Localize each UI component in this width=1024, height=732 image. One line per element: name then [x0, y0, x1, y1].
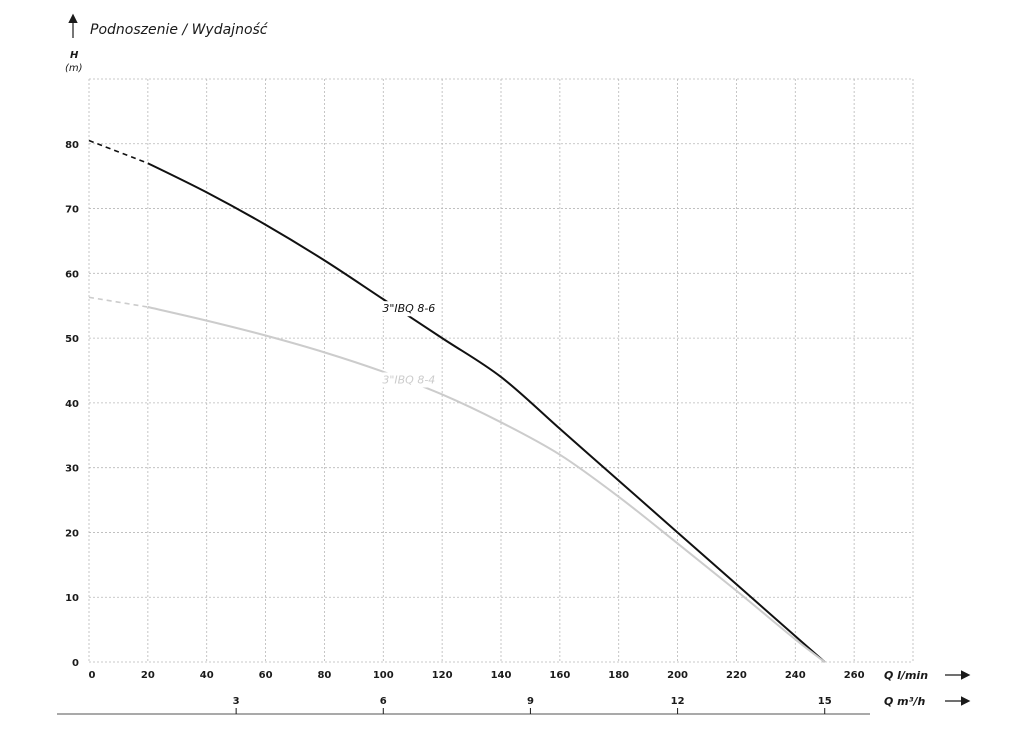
series-layer: 3"IBQ 8-6 3"IBQ 8-4	[88, 139, 826, 663]
series-ibq-8-4-line	[147, 306, 826, 663]
series-ibq-8-6-label-bg	[380, 301, 437, 317]
secondary-tick-label: 12	[671, 696, 685, 707]
x-axis-ticks: 0 20 40 60 80 100 120 140 160 180 200 220 240 260	[89, 670, 865, 681]
series-ibq-8-4-dashed-segment	[88, 296, 148, 308]
y-axis-unit: (m)	[65, 63, 83, 74]
series-ibq-8-6-dashed-segment	[88, 139, 149, 164]
x-axis-label-primary: Q l/min	[884, 669, 928, 682]
x-tick-label: 40	[200, 670, 214, 681]
series-ibq-8-6-label: 3"IBQ 8-6	[382, 302, 435, 315]
secondary-tick-label: 3	[233, 696, 240, 707]
x-tick-label: 60	[259, 670, 273, 681]
y-tick-label: 80	[65, 140, 79, 151]
chart-title: Podnoszenie / Wydajność	[90, 22, 269, 38]
x-tick-label: 100	[373, 670, 394, 681]
secondary-tick-label: 9	[527, 696, 534, 707]
x-tick-label: 180	[608, 670, 629, 681]
y-tick-label: 70	[65, 205, 79, 216]
y-axis-label: H	[70, 50, 79, 61]
y-tick-label: 10	[65, 593, 79, 604]
x-tick-label: 260	[844, 670, 865, 681]
x-tick-label: 220	[726, 670, 747, 681]
secondary-tick-label: 15	[818, 696, 832, 707]
series-ibq-8-6-line	[147, 162, 826, 663]
y-tick-label: 60	[65, 269, 79, 280]
x-tick-label: 200	[667, 670, 688, 681]
secondary-tick-label: 6	[380, 696, 387, 707]
secondary-axis-ticks: 3 6 9 12 15	[233, 696, 832, 714]
x-tick-label: 0	[89, 670, 96, 681]
y-tick-label: 20	[65, 528, 79, 539]
x-tick-label: 120	[432, 670, 453, 681]
series-ibq-8-4-label: 3"IBQ 8-4	[382, 373, 435, 386]
y-tick-label: 0	[72, 658, 79, 669]
y-tick-label: 40	[65, 399, 79, 410]
y-tick-label: 50	[65, 334, 79, 345]
x-tick-label: 240	[785, 670, 806, 681]
x-tick-label: 20	[141, 670, 155, 681]
series-ibq-8-4-label-bg	[380, 372, 437, 388]
y-tick-label: 30	[65, 464, 79, 475]
x-tick-label: 140	[491, 670, 512, 681]
x-tick-label: 80	[317, 670, 331, 681]
y-axis-ticks: 0 10 20 30 40 50 60 70 80	[65, 140, 79, 669]
x-tick-label: 160	[549, 670, 570, 681]
x-axis-label-secondary: Q m³/h	[884, 695, 925, 708]
grid	[88, 78, 914, 663]
